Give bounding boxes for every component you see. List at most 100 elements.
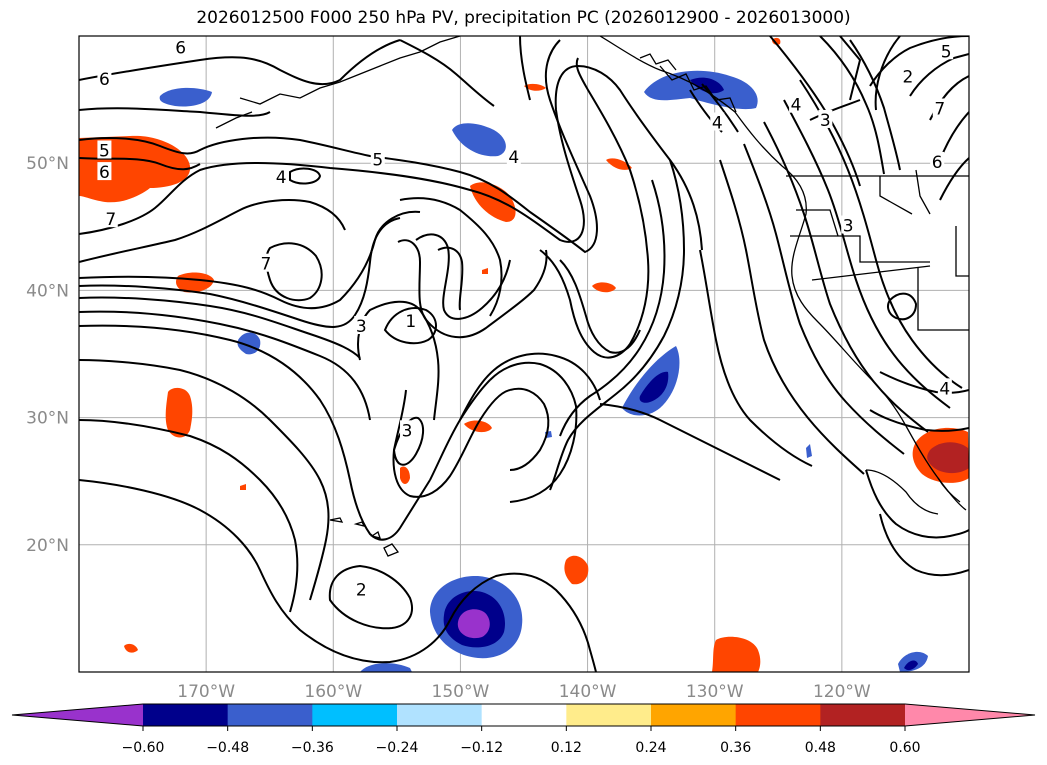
contour-label-bg	[900, 66, 915, 85]
precip-blob-positive	[712, 636, 761, 672]
precip-blob-positive	[564, 555, 589, 585]
contour-label: 3	[356, 317, 367, 337]
colorbar-segment	[735, 704, 821, 726]
precip-blob-positive	[524, 83, 546, 91]
colorbar-tick-label: −0.48	[206, 740, 249, 756]
precip-blob-positive	[464, 420, 492, 433]
contour-label: 4	[791, 96, 802, 116]
contour-label-bg	[103, 209, 118, 228]
contour-label: 4	[939, 379, 950, 399]
lon-tick-label: 140°W	[559, 682, 617, 702]
contour-label-bg	[370, 149, 385, 168]
colorbar-tick-label: −0.60	[122, 740, 165, 756]
colorbar-segment	[651, 704, 737, 726]
contour-label: 2	[903, 68, 914, 88]
precip-blob-positive	[606, 158, 632, 170]
precip-blob-negative	[452, 123, 506, 157]
contour-label-bg	[789, 94, 804, 113]
precip-blob-positive	[400, 466, 410, 484]
precip-blob-negative	[159, 87, 212, 107]
contour-label: 4	[276, 168, 287, 188]
contour-label: 3	[402, 421, 413, 441]
lat-tick-label: 40°N	[26, 281, 69, 301]
contour-label: 6	[99, 70, 110, 90]
contour-label-bg	[841, 215, 856, 234]
contour-label-bg	[354, 316, 369, 335]
colorbar-extend-left	[12, 704, 143, 726]
contour-label: 5	[99, 141, 110, 161]
colorbar-tick-label: 0.48	[805, 740, 836, 756]
precip-blob-positive	[482, 268, 488, 274]
contour-label: 5	[372, 150, 383, 170]
contour-label-bg	[506, 146, 521, 165]
contour-label: 7	[260, 255, 271, 275]
plot-title: 2026012500 F000 250 hPa PV, precipitatio…	[196, 8, 851, 28]
contour-label-bg	[403, 310, 418, 329]
gridlines	[79, 36, 969, 672]
contour-label-bg	[97, 140, 112, 159]
contour-label: 4	[712, 113, 723, 133]
precip-blob-negative-core	[904, 660, 918, 671]
colorbar: −0.60 −0.48 −0.36 −0.24 −0.12 0.12 0.24 0.36 0.4…	[11, 703, 1036, 756]
contour-label: 2	[356, 580, 367, 600]
contour-label-bg	[710, 112, 725, 131]
colorbar-segment	[566, 704, 652, 726]
precip-blob-positive-core	[927, 442, 969, 474]
precip-blob-negative	[806, 444, 812, 458]
precip-blob-negative	[360, 663, 412, 672]
contour-label: 6	[932, 153, 943, 173]
colorbar-tick-label: 0.24	[635, 740, 666, 756]
contour-label-bg	[97, 162, 112, 181]
precip-blob-negative-core	[639, 371, 669, 403]
lat-tick-label: 30°N	[26, 409, 69, 429]
contour-label-bg	[258, 253, 273, 272]
colorbar-segment	[397, 704, 483, 726]
lon-tick-label: 170°W	[177, 682, 235, 702]
lon-tick-label: 150°W	[432, 682, 490, 702]
colorbar-tick-label: 0.36	[720, 740, 751, 756]
precip-blob-negative-core	[690, 77, 724, 94]
contour-label: 6	[175, 38, 186, 58]
contour-label-bg	[930, 151, 945, 170]
precip-blob-negative	[622, 346, 680, 416]
contour-label-bg	[97, 69, 112, 88]
lon-tick-label: 120°W	[813, 682, 871, 702]
precip-blob-positive	[176, 272, 214, 293]
contour-label-bg	[939, 41, 954, 60]
contour-label-bg	[932, 98, 947, 117]
contour-label-bg	[818, 109, 833, 128]
lat-tick-label: 50°N	[26, 154, 69, 174]
precip-blob-positive	[240, 484, 246, 490]
colorbar-tick-label: −0.12	[460, 740, 503, 756]
lon-tick-label: 160°W	[304, 682, 362, 702]
precip-blob-positive	[124, 643, 138, 653]
precip-blob-positive	[165, 387, 193, 438]
contour-label: 1	[405, 312, 416, 332]
colorbar-tick-label: 0.60	[889, 740, 920, 756]
colorbar-segment	[820, 704, 906, 726]
colorbar-segment	[227, 704, 313, 726]
coastlines	[215, 36, 969, 557]
contour-label: 5	[941, 42, 952, 62]
contour-label: 7	[105, 210, 116, 230]
colorbar-segment	[312, 704, 398, 726]
colorbar-segment	[481, 704, 567, 726]
contour-label: 3	[843, 217, 854, 237]
contour-label-bg	[274, 167, 289, 186]
lat-tick-label: 20°N	[26, 536, 69, 556]
contour-label: 3	[820, 111, 831, 131]
latitude-labels: 50°N 40°N 30°N 20°N	[26, 154, 69, 556]
contour-label-bg	[400, 420, 415, 439]
colorbar-segment	[143, 704, 229, 726]
longitude-labels: 170°W 160°W 150°W 140°W 130°W 120°W	[177, 682, 871, 702]
contour-label-bg	[173, 37, 188, 56]
contour-label: 7	[934, 100, 945, 120]
lon-tick-label: 130°W	[686, 682, 744, 702]
map-background	[79, 36, 969, 672]
contour-label: 4	[508, 148, 519, 168]
contour-label-bg	[354, 579, 369, 598]
map-frame	[78, 35, 970, 673]
precip-blob-negative-peak	[457, 609, 490, 639]
